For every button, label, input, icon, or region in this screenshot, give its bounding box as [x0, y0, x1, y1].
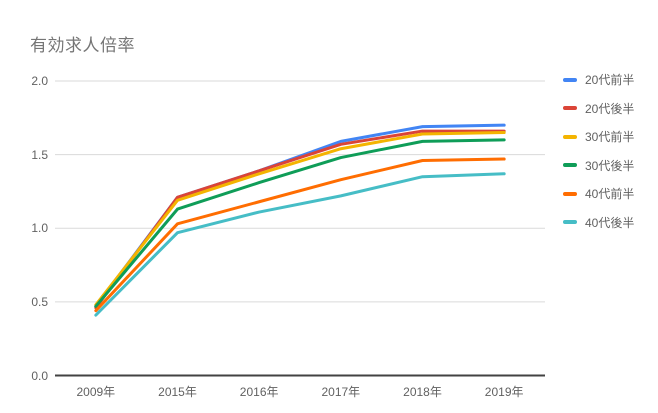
legend-item-4: 40代前半	[563, 184, 634, 203]
legend-swatch-icon	[563, 163, 577, 167]
legend-label: 20代後半	[585, 101, 635, 116]
legend-swatch-icon	[563, 134, 577, 139]
y-axis-label: 1.5	[31, 147, 48, 162]
legend-swatch-icon	[563, 220, 577, 224]
legend-item-3: 30代後半	[563, 156, 634, 175]
series-line-2	[94, 131, 506, 307]
legend-swatch-icon	[563, 106, 577, 110]
chart-title: 有効求人倍率	[30, 36, 135, 55]
legend-label: 20代前半	[585, 73, 635, 87]
legend-item-1: 20代後半	[563, 99, 634, 118]
y-axis-label: 0.5	[31, 294, 48, 309]
legend-item-2: 30代前半	[563, 127, 634, 146]
legend-label: 30代後半	[585, 158, 635, 173]
y-axis-label: 2.0	[31, 74, 48, 88]
series-line-0	[94, 123, 506, 308]
legend-swatch-icon	[563, 191, 577, 196]
x-axis-label: 2015年	[158, 385, 197, 399]
series-line-4	[94, 157, 506, 313]
y-axis-label: 1.0	[31, 221, 48, 236]
x-axis-label: 2018年	[403, 385, 442, 399]
legend-label: 40代後半	[585, 215, 635, 230]
series-line-3	[94, 138, 506, 308]
x-axis-label: 2009年	[76, 385, 116, 399]
legend-label: 40代前半	[585, 187, 635, 201]
x-axis-label: 2017年	[321, 385, 361, 399]
series-line-5	[94, 172, 506, 317]
y-axis-label: 0.0	[31, 368, 48, 383]
legend-swatch-icon	[563, 77, 577, 82]
legend: 20代前半 20代後半 30代前半 30代後半 40代前半 40代後半	[563, 70, 634, 232]
legend-label: 30代前半	[585, 130, 635, 144]
x-axis-label: 2016年	[239, 385, 279, 399]
series-line-1	[94, 129, 506, 310]
x-axis-label: 2019年	[484, 385, 524, 399]
legend-item-0: 20代前半	[563, 70, 634, 89]
legend-item-5: 40代後半	[563, 213, 634, 232]
